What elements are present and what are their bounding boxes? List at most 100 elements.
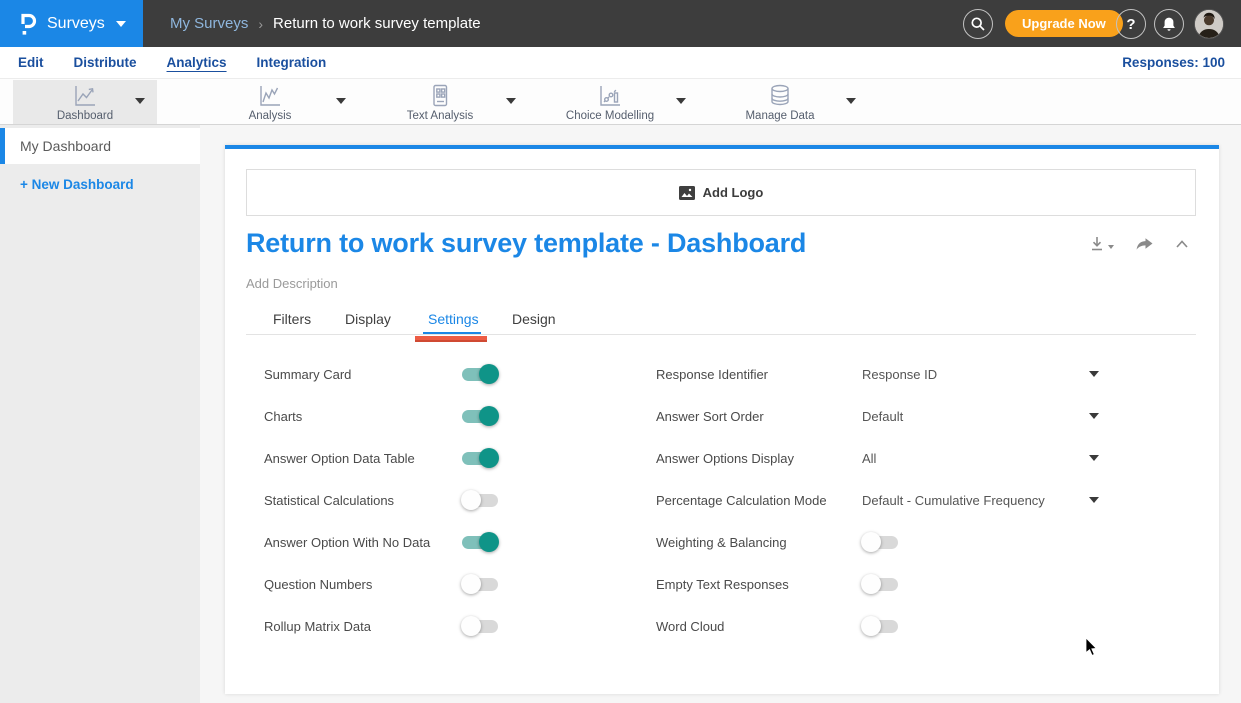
add-description-field[interactable]: Add Description <box>246 276 338 291</box>
setting-label: Rollup Matrix Data <box>264 618 371 634</box>
setting-row: Answer Options Display All <box>656 437 1196 479</box>
toolbar-item-analysis[interactable]: Analysis <box>195 80 345 124</box>
toggle-knob <box>479 448 499 468</box>
tab-display[interactable]: Display <box>345 311 391 327</box>
response-identifier-select[interactable]: Response ID <box>862 366 938 382</box>
setting-row: Weighting & Balancing <box>656 521 1196 563</box>
analysis-chart-icon <box>260 85 280 106</box>
setting-row: Summary Card <box>264 353 634 395</box>
product-switcher[interactable]: Surveys <box>0 0 143 47</box>
answer-option-with-no-data-toggle[interactable] <box>462 532 499 552</box>
collapse-button[interactable] <box>1175 239 1189 249</box>
toolbar-item-label: Text Analysis <box>406 109 474 122</box>
setting-row: Empty Text Responses <box>656 563 1196 605</box>
summary-card-toggle[interactable] <box>462 364 499 384</box>
toolbar-item-label: Analysis <box>248 109 292 122</box>
responses-count: Responses: 100 <box>1122 55 1225 70</box>
toolbar-item-manage-data[interactable]: Manage Data <box>705 80 855 124</box>
setting-row: Answer Option Data Table <box>264 437 634 479</box>
choice-modelling-dropdown-caret[interactable] <box>676 98 686 104</box>
card-accent-bar <box>225 145 1219 149</box>
share-icon <box>1136 237 1153 250</box>
download-options-caret <box>1108 244 1114 249</box>
tab-filters[interactable]: Filters <box>273 311 312 327</box>
toolbar-item-label: Dashboard <box>56 109 114 122</box>
analysis-dropdown-caret[interactable] <box>336 98 346 104</box>
share-button[interactable] <box>1135 236 1154 252</box>
toggle-knob <box>461 490 481 510</box>
user-photo <box>1195 10 1223 38</box>
toggle-knob <box>861 574 881 594</box>
word-cloud-toggle[interactable] <box>861 616 898 636</box>
notifications-button[interactable] <box>1154 9 1184 39</box>
questionpro-logo-icon <box>21 13 37 35</box>
new-dashboard-button[interactable]: + New Dashboard <box>20 177 134 192</box>
add-logo-button[interactable]: Add Logo <box>246 169 1196 216</box>
upgrade-now-button[interactable]: Upgrade Now <box>1005 10 1123 37</box>
add-logo-label: Add Logo <box>702 185 764 200</box>
setting-label: Question Numbers <box>264 576 373 592</box>
search-button[interactable] <box>963 9 993 39</box>
choice-modelling-icon <box>600 85 620 106</box>
nav-item-analytics[interactable]: Analytics <box>166 55 227 70</box>
survey-nav: Edit Distribute Analytics Integration Re… <box>0 47 1241 78</box>
percentage-calculation-mode-select[interactable]: Default - Cumulative Frequency <box>862 492 1045 508</box>
breadcrumb: My Surveys › Return to work survey templ… <box>170 0 481 47</box>
search-icon <box>971 17 985 31</box>
setting-label: Summary Card <box>264 366 352 382</box>
manage-data-database-icon <box>771 84 789 105</box>
active-tab-underline <box>423 332 481 334</box>
setting-label: Percentage Calculation Mode <box>656 492 827 508</box>
breadcrumb-separator: › <box>258 15 264 32</box>
answer-sort-order-select[interactable]: Default <box>862 408 904 424</box>
toggle-knob <box>861 616 881 636</box>
toolbar-item-dashboard[interactable]: Dashboard <box>13 80 157 124</box>
question-mark-icon: ? <box>1126 15 1136 33</box>
toggle-knob <box>461 574 481 594</box>
dashboard-dropdown-caret[interactable] <box>135 98 145 104</box>
empty-text-responses-toggle[interactable] <box>861 574 898 594</box>
tab-design[interactable]: Design <box>512 311 556 327</box>
setting-label: Charts <box>264 408 303 424</box>
nav-item-edit[interactable]: Edit <box>18 55 44 70</box>
text-analysis-icon <box>433 84 448 106</box>
help-button[interactable]: ? <box>1116 9 1146 39</box>
toolbar-item-choice-modelling[interactable]: Choice Modelling <box>535 80 685 124</box>
avatar[interactable] <box>1194 9 1224 39</box>
question-numbers-toggle[interactable] <box>461 574 498 594</box>
rollup-matrix-data-toggle[interactable] <box>461 616 498 636</box>
weighting-balancing-toggle[interactable] <box>861 532 898 552</box>
toggle-knob <box>461 616 481 636</box>
chevron-down-icon[interactable] <box>1089 455 1099 461</box>
nav-item-integration[interactable]: Integration <box>256 55 327 70</box>
bell-icon <box>1163 17 1175 31</box>
breadcrumb-parent[interactable]: My Surveys <box>170 15 249 32</box>
setting-label: Response Identifier <box>656 366 769 382</box>
setting-row: Answer Sort Order Default <box>656 395 1196 437</box>
answer-option-data-table-toggle[interactable] <box>462 448 499 468</box>
chevron-down-icon[interactable] <box>1089 413 1099 419</box>
setting-row: Response Identifier Response ID <box>656 353 1196 395</box>
setting-label: Statistical Calculations <box>264 492 395 508</box>
download-button[interactable] <box>1089 235 1114 252</box>
toggle-knob <box>479 364 499 384</box>
setting-label: Answer Option With No Data <box>264 534 431 550</box>
answer-options-display-select[interactable]: All <box>862 450 877 466</box>
nav-item-distribute[interactable]: Distribute <box>73 55 137 70</box>
statistical-calculations-toggle[interactable] <box>461 490 498 510</box>
setting-label: Word Cloud <box>656 618 725 634</box>
settings-toggles-column: Summary Card Charts Answer Option Data T… <box>264 353 634 647</box>
manage-data-dropdown-caret[interactable] <box>846 98 856 104</box>
sidebar-item-my-dashboard[interactable]: My Dashboard <box>0 128 200 164</box>
chevron-down-icon[interactable] <box>1089 497 1099 503</box>
title-actions <box>1089 235 1189 252</box>
tab-settings[interactable]: Settings <box>428 311 479 327</box>
chevron-down-icon <box>115 20 126 27</box>
chevron-down-icon[interactable] <box>1089 371 1099 377</box>
text-analysis-dropdown-caret[interactable] <box>506 98 516 104</box>
breadcrumb-current: Return to work survey template <box>273 15 481 32</box>
settings-options-column: Response Identifier Response ID Answer So… <box>656 353 1196 647</box>
charts-toggle[interactable] <box>462 406 499 426</box>
toolbar-item-text-analysis[interactable]: Text Analysis <box>365 80 515 124</box>
